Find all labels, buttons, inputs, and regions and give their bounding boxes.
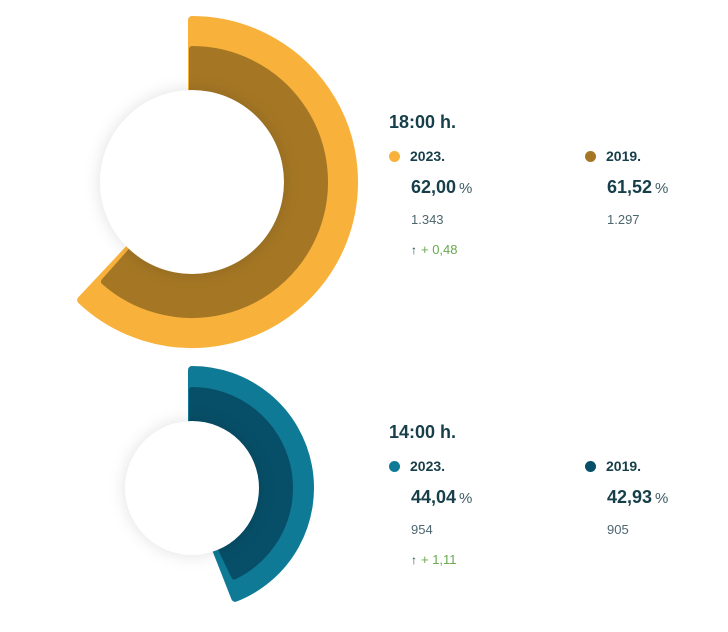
change-value: + 1,11 (421, 552, 457, 567)
percent-value-2023: 44,04 (411, 487, 457, 507)
percent-unit: % (655, 180, 669, 197)
legend-year-2023: 2023. (410, 458, 446, 474)
count-value-2023: 1.343 (411, 212, 444, 227)
arrow-up-icon: ↑ (411, 553, 417, 567)
percent-value-2019: 42,93 (607, 487, 653, 507)
radial-gauge-14h (125, 366, 314, 602)
gauge-center-14h (125, 421, 259, 555)
change-indicator: ↑ + 1,11 (411, 552, 539, 568)
percent-unit: % (655, 490, 669, 507)
stats-2019: 2019. 61,52% 1.297 (585, 146, 728, 228)
radial-gauge-18h (77, 16, 358, 348)
info-panel-14h: 14:00 h. 2023. 44,04% 954 ↑ + 1,11 2019. … (389, 422, 709, 567)
stats-2019: 2019. 42,93% 905 (585, 456, 728, 538)
stats-2023: 2023. 44,04% 954 ↑ + 1,11 (389, 456, 539, 568)
percent-value-2019: 61,52 (607, 177, 653, 197)
change-indicator: ↑ + 0,48 (411, 242, 539, 258)
time-title: 14:00 h. (389, 422, 457, 442)
percent-unit: % (459, 490, 473, 507)
count-value-2019: 905 (607, 522, 629, 537)
info-panel-18h: 18:00 h. 2023. 62,00% 1.343 ↑ + 0,48 2019… (389, 112, 709, 257)
legend-dot-2023 (389, 150, 400, 162)
arrow-up-icon: ↑ (411, 243, 417, 257)
percent-unit: % (459, 180, 473, 197)
legend-dot-2019 (585, 460, 596, 472)
count-value-2019: 1.297 (607, 212, 640, 227)
legend-dot-2019 (585, 150, 596, 162)
change-value: + 0,48 (421, 242, 458, 257)
legend-year-2019: 2019. (606, 148, 642, 164)
stats-2023: 2023. 62,00% 1.343 ↑ + 0,48 (389, 146, 539, 258)
count-value-2023: 954 (411, 522, 433, 537)
percent-value-2023: 62,00 (411, 177, 457, 197)
legend-dot-2023 (389, 460, 400, 472)
gauge-block-18h: 18:00 h. 2023. 62,00% 1.343 ↑ + 0,48 2019… (77, 16, 709, 348)
gauge-center-18h (100, 90, 284, 274)
legend-year-2023: 2023. (410, 148, 446, 164)
time-title: 18:00 h. (389, 112, 457, 132)
legend-year-2019: 2019. (606, 458, 642, 474)
gauge-block-14h: 14:00 h. 2023. 44,04% 954 ↑ + 1,11 2019. … (0, 360, 728, 632)
